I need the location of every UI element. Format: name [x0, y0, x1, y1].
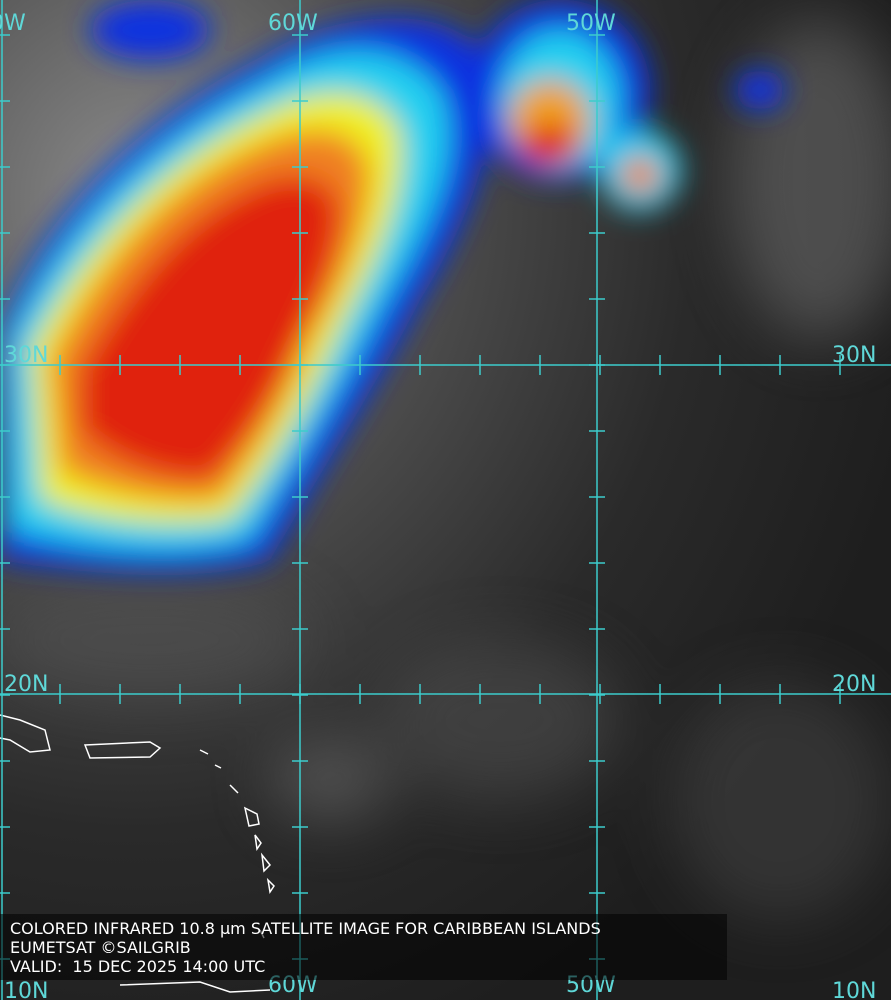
island-outlines: [0, 714, 275, 993]
longitude-label: 50W: [566, 11, 616, 36]
latitude-label: 30N: [832, 343, 876, 368]
latitude-label: 20N: [4, 672, 48, 697]
cloud-system: [0, 0, 785, 572]
caption-line: VALID: 15 DEC 2025 14:00 UTC: [10, 957, 265, 976]
latitude-label: 20N: [832, 672, 876, 697]
longitude-label: 70W: [0, 11, 26, 36]
caption-line: COLORED INFRARED 10.8 µm SATELLITE IMAGE…: [10, 919, 601, 938]
caption-line: EUMETSAT ©SAILGRIB: [10, 938, 191, 957]
gray-clouds: [0, 20, 891, 920]
longitude-label: 60W: [268, 11, 318, 36]
latitude-label: 10N: [4, 979, 48, 1000]
caption-box: [0, 914, 727, 980]
latitude-label: 30N: [4, 343, 48, 368]
latitude-label: 10N: [832, 979, 876, 1000]
